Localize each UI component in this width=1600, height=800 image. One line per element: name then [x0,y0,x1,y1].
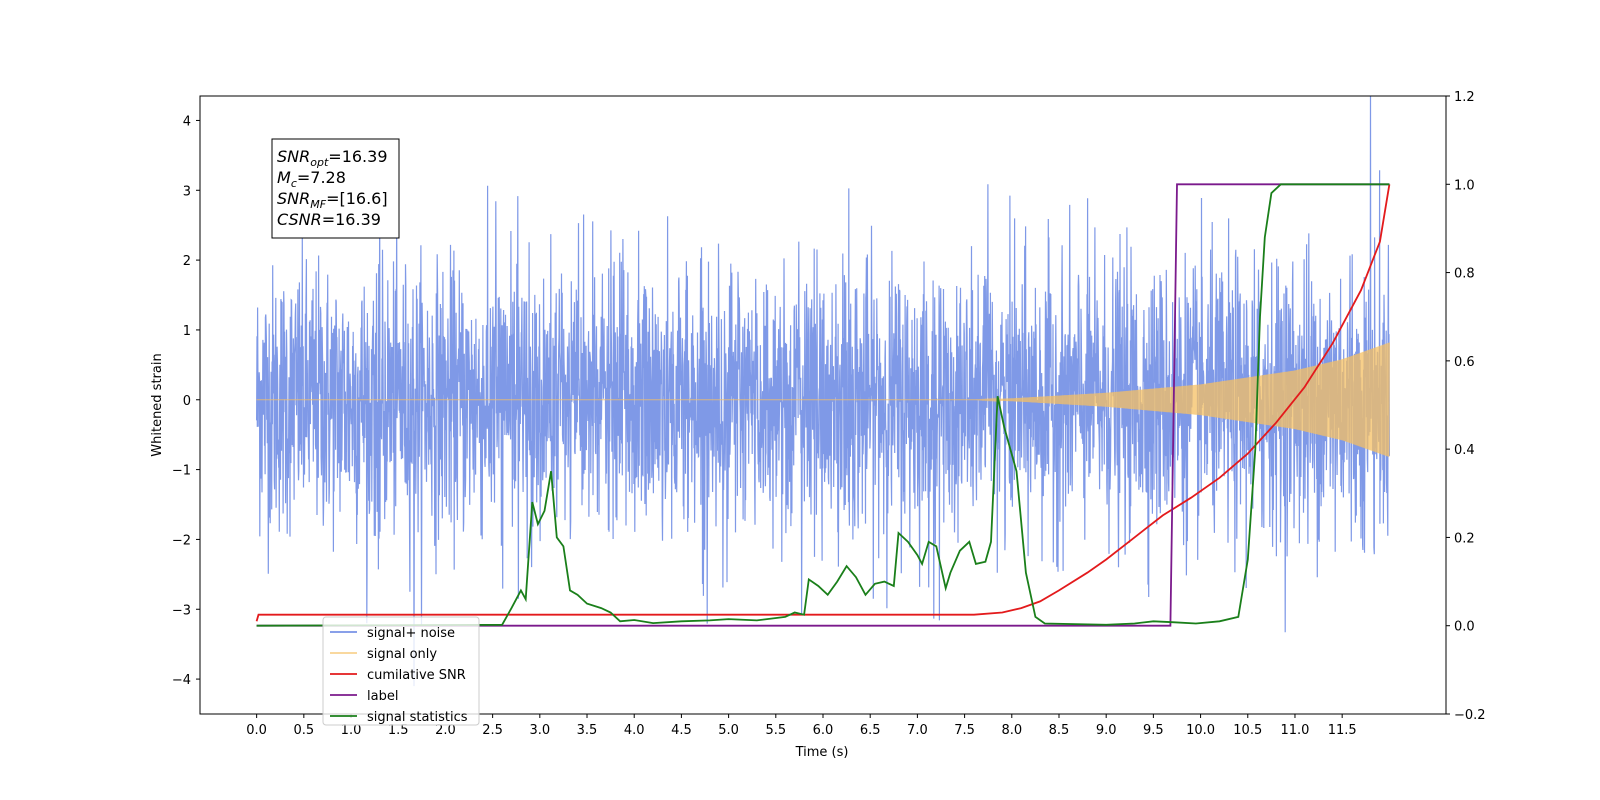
y-axis-left: 4 3 2 1 0 −1 −2 −3 −4 [172,114,200,688]
statistic-lines [255,183,1391,627]
stats-subscript: opt [310,156,329,169]
stats-line: CSNR=16.39 [277,210,381,229]
y-tick-label: −4 [172,673,191,688]
x-tick-label: 3.0 [529,723,550,738]
stats-subscript: MF [310,198,326,211]
stats-value: =7.28 [297,168,346,187]
x-tick-label: 11.0 [1280,723,1309,738]
signal-statistics-line [256,183,1390,627]
y2-tick-label: 0.4 [1454,443,1475,458]
legend: signal+ noise signal only cumilative SNR la… [322,616,480,726]
stats-line: Mc=7.28 [277,168,346,190]
y2-tick-label: −0.2 [1454,708,1486,723]
x-tick-label: 11.5 [1328,723,1357,738]
x-tick-label: 0.0 [246,723,267,738]
x-tick-label: 6.0 [813,723,834,738]
x-tick-label: 9.0 [1096,723,1117,738]
x-tick-label: 4.0 [624,723,645,738]
x-tick-label: 1.5 [388,723,409,738]
x-tick-label: 8.0 [1001,723,1022,738]
x-tick-label: 2.5 [482,723,503,738]
legend-label: label [367,689,398,704]
y-tick-label: 1 [183,324,191,339]
stats-value: =[16.6] [326,189,388,208]
stats-symbol: SNR [277,147,310,166]
y-axis-label: Whitened strain [150,353,165,456]
y-tick-label: 4 [183,114,191,129]
legend-label: signal statistics [367,710,468,725]
y2-tick-label: 0.6 [1454,355,1475,370]
stats-value: =16.39 [328,147,387,166]
stats-symbol: SNR [277,189,310,208]
signal-only-line [256,342,1390,457]
y-tick-label: 3 [183,184,191,199]
y-tick-label: −2 [172,533,191,548]
x-tick-label: 4.5 [671,723,692,738]
stats-box-frame [271,138,400,239]
x-tick-label: 7.0 [907,723,928,738]
x-tick-label: 0.5 [293,723,314,738]
y2-tick-label: 1.2 [1454,90,1475,105]
y2-tick-label: 0.8 [1454,267,1475,282]
stats-line: SNRopt=16.39 [277,147,388,169]
x-tick-label: 10.0 [1186,723,1215,738]
series-layer [255,96,1391,687]
y2-tick-label: 1.0 [1454,178,1475,193]
legend-frame [322,616,480,726]
stats-symbol: CSNR [277,210,322,229]
x-tick-label: 6.5 [860,723,881,738]
stats-value: =16.39 [322,210,381,229]
y-tick-label: −3 [172,603,191,618]
x-tick-label: 1.0 [341,723,362,738]
x-tick-label: 9.5 [1143,723,1164,738]
signal-only-series [256,342,1390,457]
y-axis-right: 1.2 1.0 0.8 0.6 0.4 0.2 0.0 −0.2 [1446,90,1486,723]
x-tick-label: 10.5 [1233,723,1262,738]
x-tick-label: 5.0 [718,723,739,738]
y-tick-label: 0 [183,394,191,409]
cumulative-snr-line [255,184,1391,622]
stats-box: SNRopt=16.39Mc=7.28SNRMF=[16.6]CSNR=16.3… [271,138,400,239]
x-tick-label: 3.5 [577,723,598,738]
stats-symbol: M [277,168,291,187]
x-tick-label: 8.5 [1049,723,1070,738]
x-axis-label: Time (s) [795,745,849,760]
stats-line: SNRMF=[16.6] [277,189,388,211]
x-axis: 0.0 0.5 1.0 1.5 2.0 2.5 3.0 3.5 4.0 4.5 5.0 5.5 6.0 6… [246,714,1357,738]
y2-tick-label: 0.0 [1454,620,1475,635]
x-tick-label: 2.0 [435,723,456,738]
stats-subscript: c [291,177,297,190]
y-tick-label: −1 [172,464,191,479]
x-tick-label: 7.5 [954,723,975,738]
legend-label: cumilative SNR [367,668,466,683]
legend-label: signal only [367,647,437,662]
y2-tick-label: 0.2 [1454,531,1475,546]
legend-label: signal+ noise [367,626,455,641]
x-tick-label: 5.5 [765,723,786,738]
y-tick-label: 2 [183,254,191,269]
